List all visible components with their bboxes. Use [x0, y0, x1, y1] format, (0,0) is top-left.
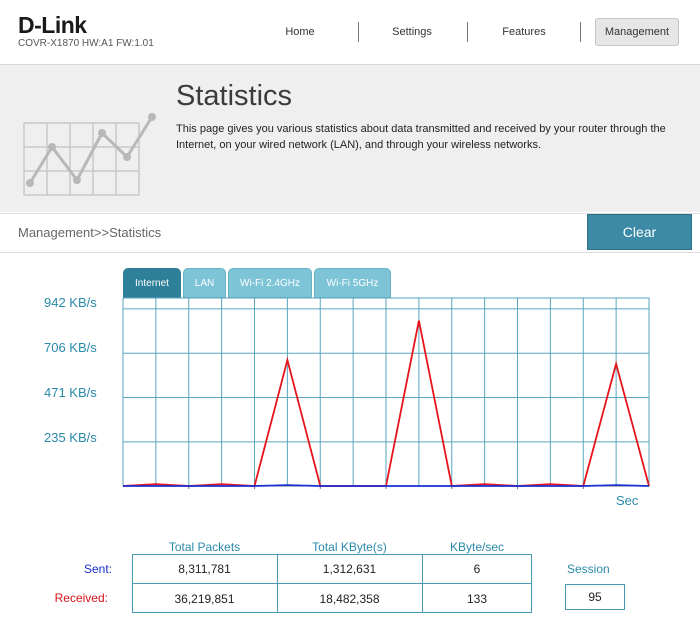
- breadcrumb-bar: [0, 213, 700, 253]
- received-total-kbytes: 18,482,358: [319, 591, 380, 606]
- page-banner: [0, 65, 700, 212]
- nav-divider: [358, 22, 359, 42]
- page-description: This page gives you various statistics a…: [176, 123, 666, 151]
- y-tick-label: 471 KB/s: [44, 385, 97, 400]
- nav-management[interactable]: Management: [595, 18, 679, 46]
- session-value: 95: [565, 584, 625, 610]
- col-header-total-packets: Total Packets: [168, 540, 241, 554]
- dlink-logo[interactable]: D-Link: [18, 12, 87, 38]
- tab-wifi-5ghz[interactable]: Wi-Fi 5GHz: [314, 268, 391, 298]
- received-label: Received:: [54, 591, 108, 605]
- table-divider: [132, 583, 532, 584]
- received-total-packets: 36,219,851: [174, 591, 235, 606]
- y-tick-label: 235 KB/s: [44, 430, 97, 445]
- nav-features[interactable]: Features: [502, 26, 546, 38]
- col-header-kbyte-sec: KByte/sec: [449, 540, 505, 554]
- line-chart-icon: [23, 113, 156, 196]
- x-axis-label: Sec: [616, 493, 639, 508]
- sent-total-kbytes: 1,312,631: [322, 561, 377, 576]
- device-info: COVR-X1870 HW:A1 FW:1.01: [18, 38, 154, 49]
- y-tick-label: 706 KB/s: [44, 340, 97, 355]
- nav-divider: [580, 22, 581, 42]
- sent-total-packets: 8,311,781: [178, 561, 231, 576]
- col-header-total-kbytes: Total KByte(s): [312, 540, 387, 554]
- breadcrumb: Management>>Statistics: [18, 225, 162, 240]
- top-header: D-Link COVR-X1870 HW:A1 FW:1.01 Home Set…: [0, 0, 700, 65]
- received-kbyte-sec: 133: [466, 591, 488, 606]
- sent-kbyte-sec: 6: [473, 561, 481, 576]
- tab-wifi-24ghz[interactable]: Wi-Fi 2.4GHz: [228, 268, 312, 298]
- session-label: Session: [567, 562, 610, 576]
- page-title: Statistics: [176, 80, 293, 112]
- sent-label: Sent:: [83, 562, 112, 576]
- clear-button[interactable]: Clear: [587, 214, 692, 250]
- nav-divider: [467, 22, 468, 42]
- nav-home[interactable]: Home: [285, 26, 315, 38]
- y-tick-label: 942 KB/s: [44, 295, 97, 310]
- nav-settings[interactable]: Settings: [392, 26, 432, 38]
- series-line-1: [123, 484, 650, 487]
